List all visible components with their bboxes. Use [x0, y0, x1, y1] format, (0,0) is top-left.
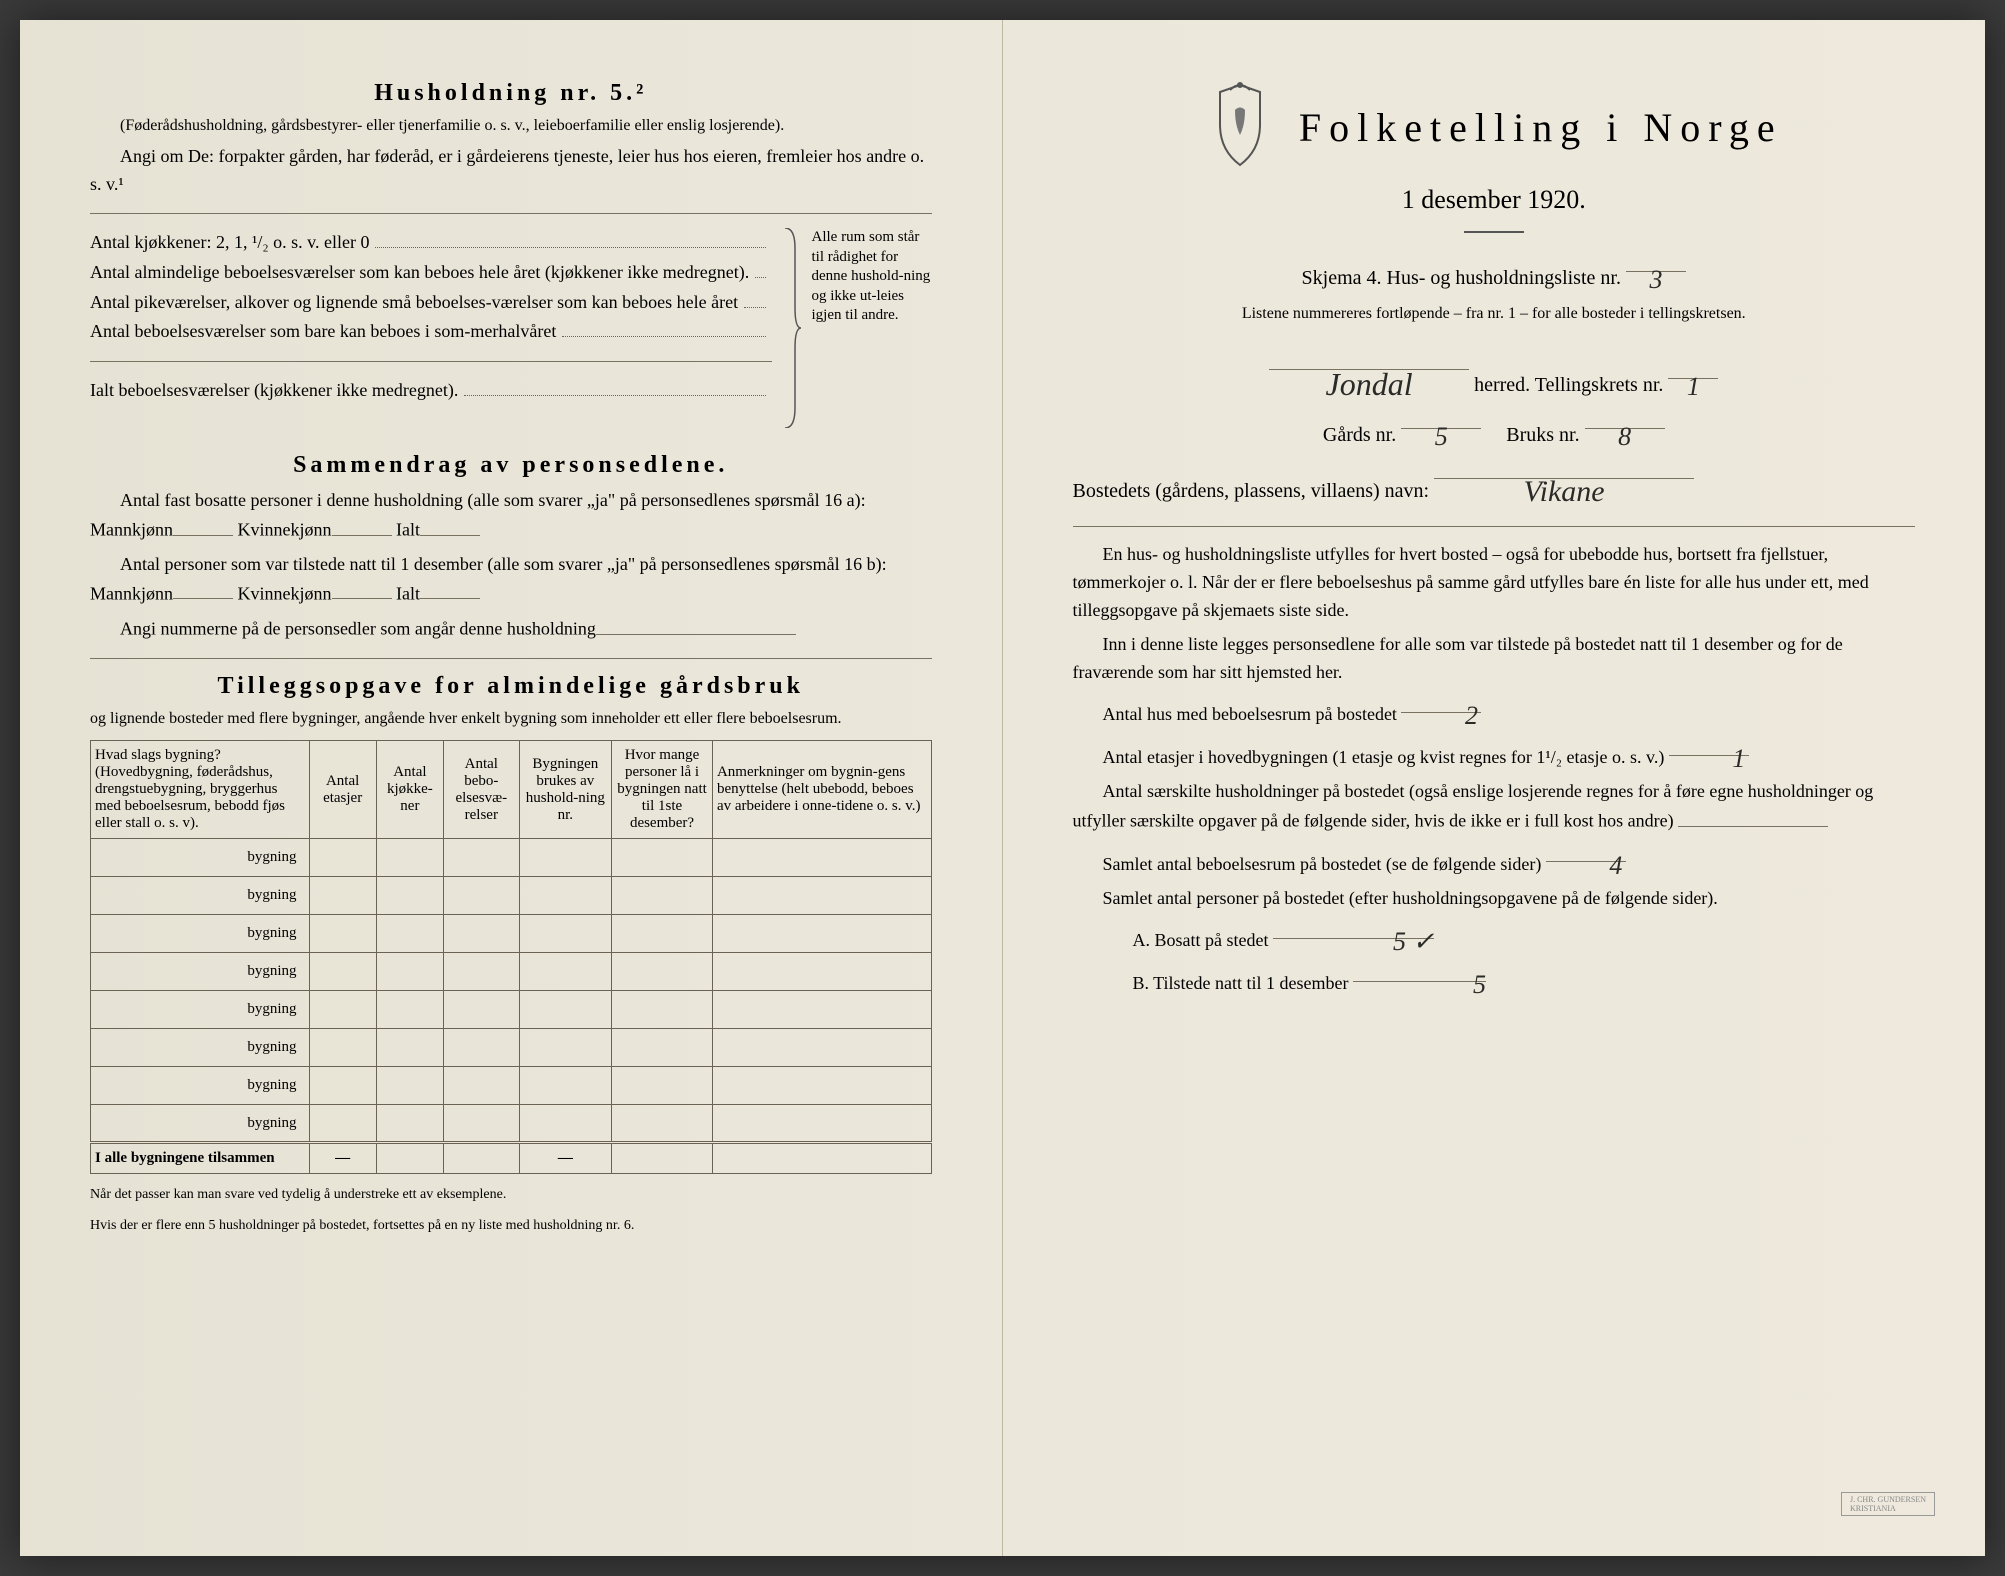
table-row: bygning	[91, 1029, 932, 1067]
herred-value: Jondal	[1326, 351, 1413, 418]
q2-val: 1	[1702, 739, 1745, 779]
left-page: Husholdning nr. 5.² (Føderådshusholdning…	[20, 20, 1003, 1556]
footnote1: Når det passer kan man svare ved tydelig…	[90, 1186, 932, 1205]
para2: Inn i denne liste legges personsedlene f…	[1073, 631, 1916, 687]
document-spread: Husholdning nr. 5.² (Føderådshusholdning…	[20, 20, 1985, 1556]
table-row: bygning	[91, 953, 932, 991]
side-brace-text: Alle rum som står til rådighet for denne…	[812, 228, 932, 428]
para1: En hus- og husholdningsliste utfylles fo…	[1073, 541, 1916, 625]
angi-intro: Angi om De: forpakter gården, har føderå…	[90, 143, 932, 199]
table-row: bygning	[91, 991, 932, 1029]
rooms-total: Ialt beboelsesværelser (kjøkkener ikke m…	[90, 376, 458, 406]
sammendrag-title: Sammendrag av personsedlene.	[90, 452, 932, 479]
gard-value: 5	[1435, 410, 1448, 465]
liste-nr: 3	[1649, 253, 1662, 308]
liste-note: Listene nummereres fortløpende – fra nr.…	[1073, 305, 1916, 323]
samm2: Antal personer som var tilstede natt til…	[90, 551, 932, 608]
brace-icon	[782, 228, 802, 428]
table-row: bygning	[91, 839, 932, 877]
q2: Antal etasjer i hovedbygningen (1 etasje…	[1073, 735, 1916, 772]
main-title: Folketelling i Norge	[1299, 104, 1783, 151]
right-page: Folketelling i Norge 1 desember 1920. Sk…	[1003, 20, 1986, 1556]
crest-icon	[1205, 80, 1275, 175]
household-title: Husholdning nr. 5.²	[90, 80, 932, 107]
q4-val: 4	[1579, 846, 1622, 886]
table-row: bygning	[91, 1067, 932, 1105]
rooms3: Antal beboelsesværelser som bare kan beb…	[90, 317, 556, 347]
qA-val: 5 ✓	[1333, 922, 1434, 962]
rooms2: Antal pikeværelser, alkover og lignende …	[90, 288, 738, 318]
kitchen-line: Antal kjøkkener: 2, 1, ¹/₂ o. s. v. elle…	[90, 228, 369, 258]
herred-line: Jondal herred. Tellingskrets nr. 1	[1073, 347, 1916, 406]
col6: Anmerkninger om bygnin-gens benyttelse (…	[712, 741, 931, 839]
samm1: Antal fast bosatte personer i denne hush…	[90, 487, 932, 544]
bruk-value: 8	[1618, 410, 1631, 465]
q1-val: 2	[1435, 696, 1478, 736]
tillegg-note: og lignende bosteder med flere bygninger…	[90, 708, 932, 730]
main-date: 1 desember 1920.	[1073, 185, 1916, 215]
bosted-line: Bostedets (gårdens, plassens, villaens) …	[1073, 456, 1916, 512]
col2: Antal kjøkke-ner	[376, 741, 443, 839]
rooms1: Antal almindelige beboelsesværelser som …	[90, 258, 749, 288]
qB-val: 5	[1413, 965, 1486, 1005]
col3: Antal bebo-elsesvæ-relser	[443, 741, 519, 839]
tillegg-title: Tilleggsopgave for almindelige gårdsbruk	[90, 673, 932, 700]
divider	[1464, 231, 1524, 233]
q1: Antal hus med beboelsesrum på bostedet 2	[1073, 692, 1916, 729]
samm3: Angi nummerne på de personsedler som ang…	[90, 614, 932, 644]
qB: B. Tilstede natt til 1 desember 5	[1073, 961, 1916, 998]
right-header: Folketelling i Norge 1 desember 1920. Sk…	[1073, 80, 1916, 323]
table-row: bygning	[91, 1105, 932, 1143]
printer-stamp: J. CHR. GUNDERSENKRISTIANIA	[1841, 1492, 1935, 1516]
divider	[90, 213, 932, 214]
q3: Antal særskilte husholdninger på bostede…	[1073, 778, 1916, 835]
qA: A. Bosatt på stedet 5 ✓	[1073, 918, 1916, 955]
bosted-value: Vikane	[1524, 460, 1605, 523]
table-row: bygning	[91, 877, 932, 915]
gard-line: Gårds nr. 5 Bruks nr. 8	[1073, 406, 1916, 456]
table-header-row: Hvad slags bygning? (Hovedbygning, føder…	[91, 741, 932, 839]
household-note: (Føderådshusholdning, gårdsbestyrer- ell…	[90, 115, 932, 137]
rooms-block: Antal kjøkkener: 2, 1, ¹/₂ o. s. v. elle…	[90, 228, 932, 428]
table-row: bygning	[91, 915, 932, 953]
sum-label: I alle bygningene tilsammen	[91, 1143, 310, 1174]
farm-table: Hvad slags bygning? (Hovedbygning, føder…	[90, 740, 932, 1174]
table-sum-row: I alle bygningene tilsammen ——	[91, 1143, 932, 1174]
q5: Samlet antal personer på bostedet (efter…	[1073, 885, 1916, 913]
col1: Antal etasjer	[309, 741, 376, 839]
col4: Bygningen brukes av hushold-ning nr.	[519, 741, 611, 839]
skjema-line: Skjema 4. Hus- og husholdningsliste nr. …	[1073, 249, 1916, 299]
col0: Hvad slags bygning? (Hovedbygning, føder…	[91, 741, 310, 839]
footnote2: Hvis der er flere enn 5 husholdninger på…	[90, 1217, 932, 1236]
q4: Samlet antal beboelsesrum på bostedet (s…	[1073, 842, 1916, 879]
col5: Hvor mange personer lå i bygningen natt …	[612, 741, 713, 839]
krets-value: 1	[1687, 360, 1700, 415]
